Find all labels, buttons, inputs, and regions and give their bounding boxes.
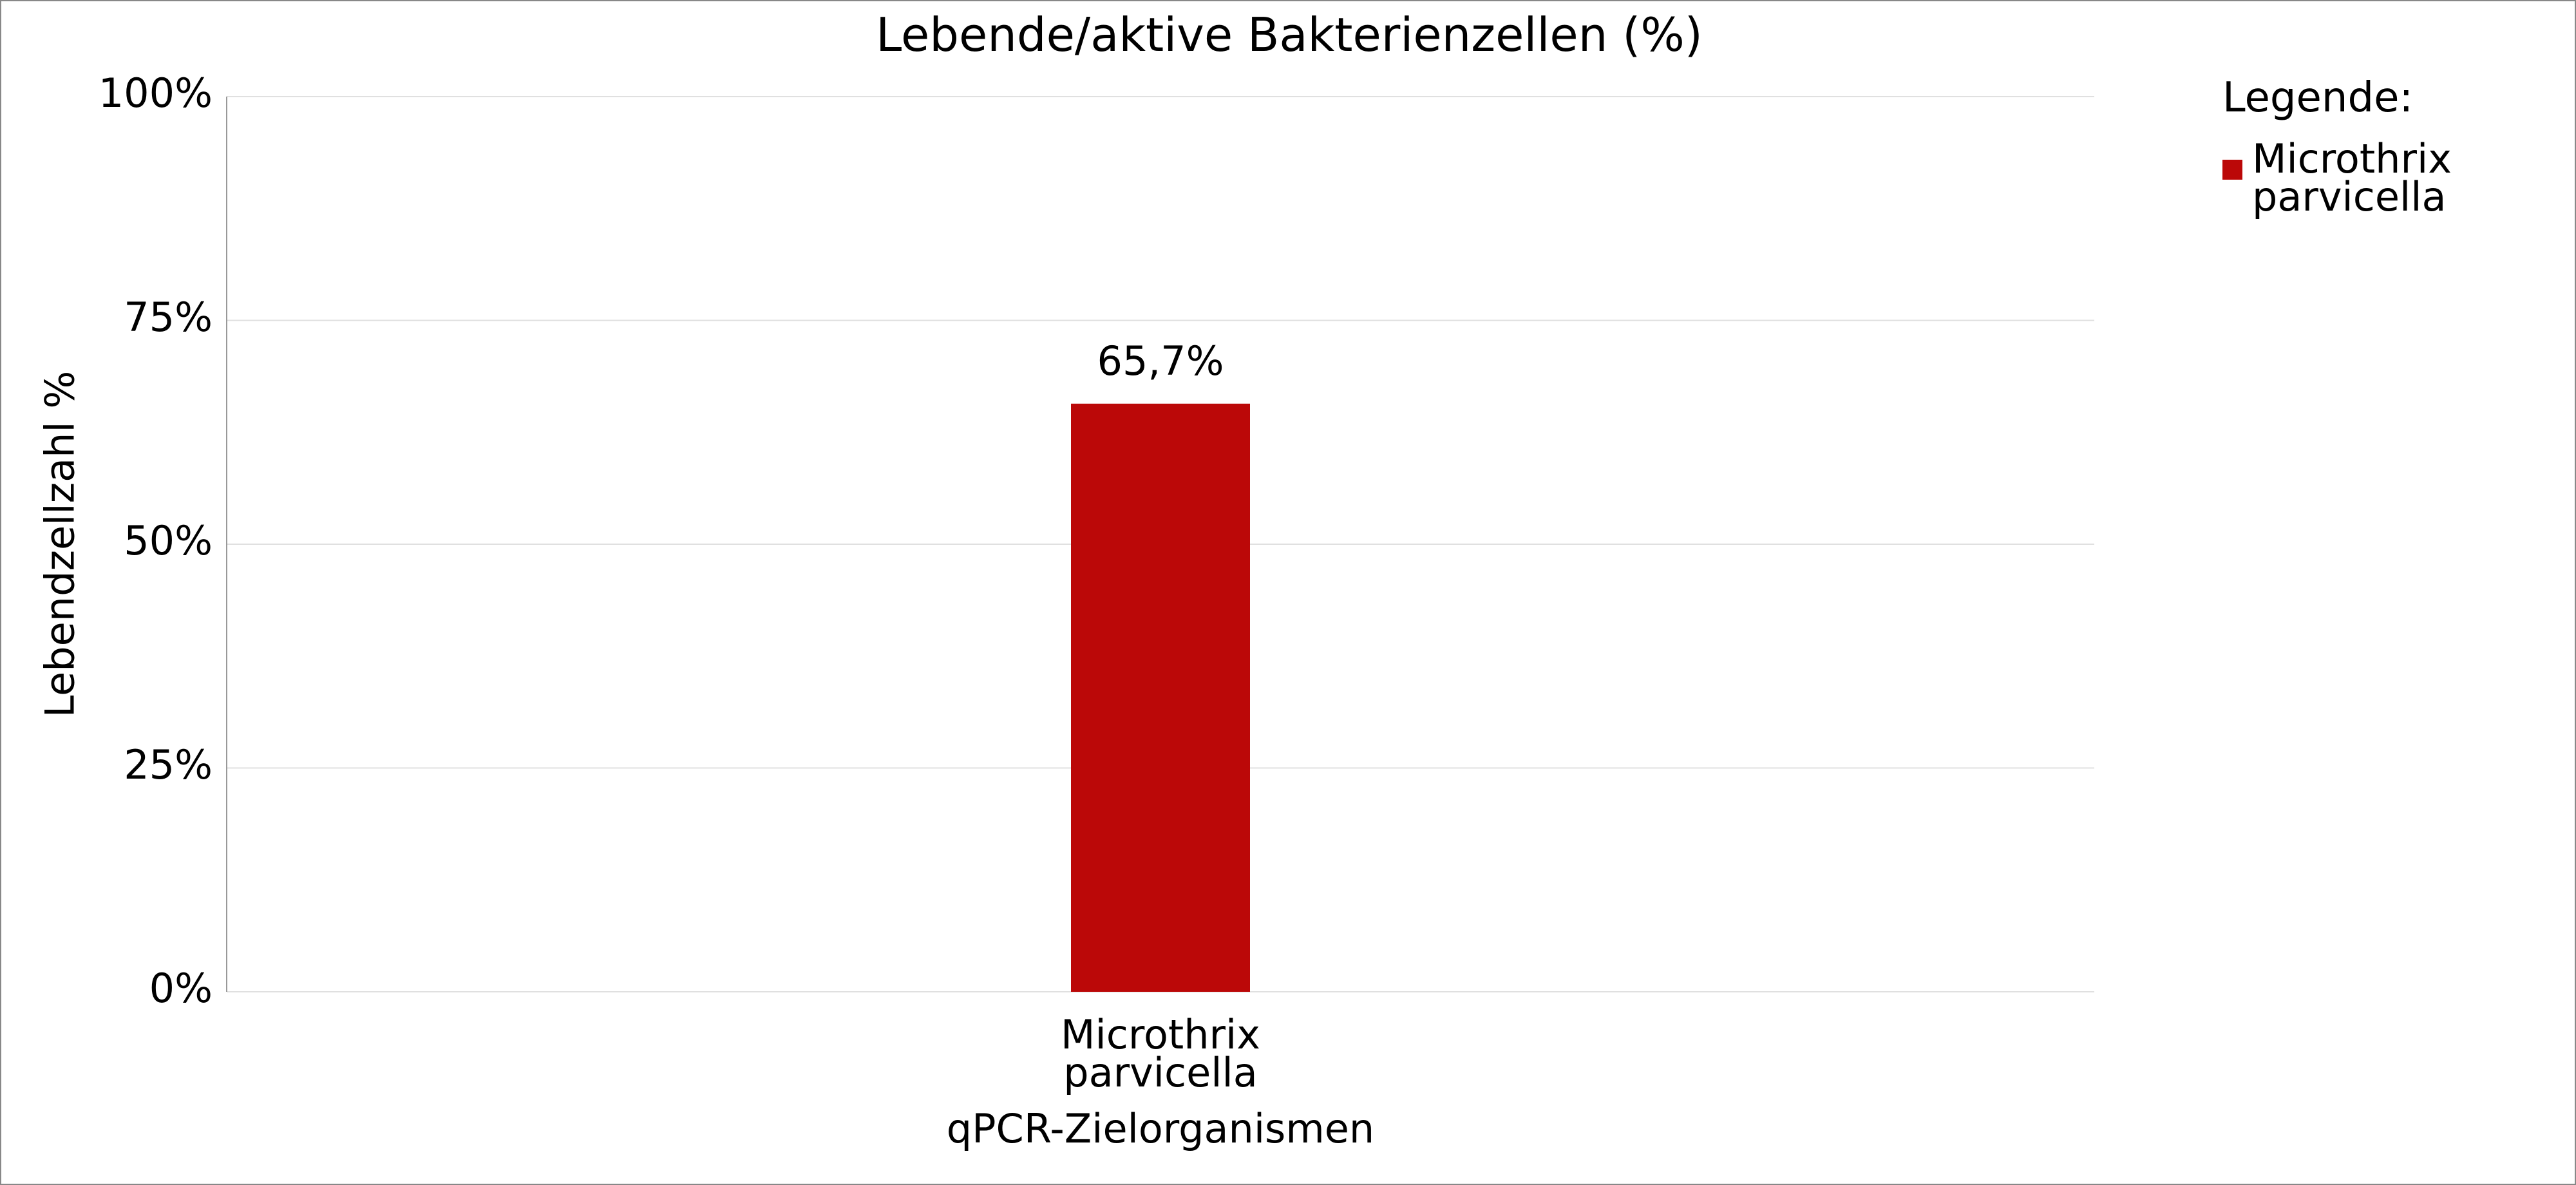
data-label: 65,7%	[1097, 337, 1224, 384]
y-tick-label: 25%	[124, 741, 213, 788]
x-axis-title: qPCR-Zielorganismen	[946, 1105, 1375, 1152]
legend-swatch	[2222, 160, 2242, 180]
y-tick-label: 75%	[124, 293, 213, 341]
y-tick-label: 50%	[124, 517, 213, 564]
x-tick-label: Microthrix parvicella	[1061, 1011, 1260, 1096]
legend-label: Microthrix parvicella	[2252, 135, 2452, 220]
legend-title: Legende:	[2222, 74, 2414, 122]
chart-title: Lebende/aktive Bakterienzellen (%)	[876, 8, 1703, 62]
y-axis-title: Lebendzellzahl %	[36, 370, 84, 718]
bar	[1071, 403, 1250, 992]
y-tick-label: 0%	[149, 965, 213, 1012]
y-tick-label: 100%	[98, 70, 213, 117]
